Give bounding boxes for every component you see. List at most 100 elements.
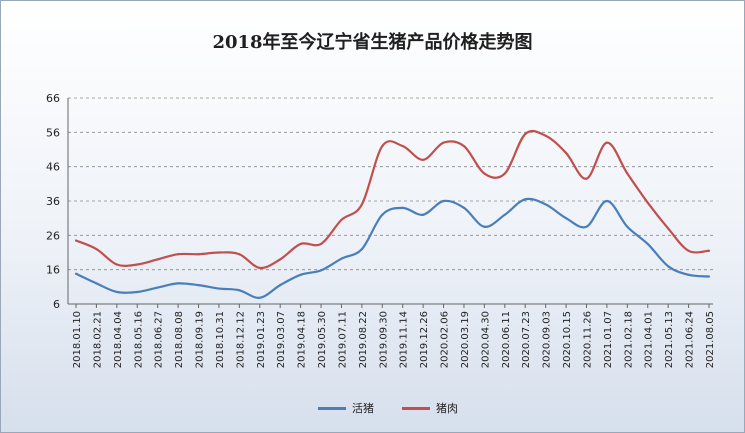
data-point-0 <box>503 213 506 216</box>
data-point-1 <box>646 201 649 204</box>
data-point-1 <box>707 249 711 252</box>
data-point-0 <box>136 290 139 294</box>
x-tick-label: 2018.10.31 <box>215 311 226 368</box>
data-point-0 <box>483 225 486 228</box>
x-tick-label: 2021.05.13 <box>664 311 675 368</box>
data-point-1 <box>667 227 670 230</box>
x-tick-label: 2018.08.08 <box>174 311 185 368</box>
x-tick-label: 2018.01.10 <box>72 311 83 368</box>
y-tick-label: 46 <box>46 161 60 174</box>
x-tick-label: 2021.08.05 <box>705 311 716 368</box>
data-point-0 <box>197 284 200 287</box>
x-tick-label: 2018.06.27 <box>154 311 165 368</box>
data-point-0 <box>279 284 282 287</box>
data-point-1 <box>115 263 118 266</box>
y-tick-label: 66 <box>46 92 60 105</box>
x-tick-label: 2019.07.11 <box>337 311 348 368</box>
data-point-0 <box>319 269 323 272</box>
x-tick-label: 2019.09.30 <box>378 311 389 368</box>
grid <box>68 97 713 271</box>
data-point-1 <box>687 249 690 252</box>
data-point-1 <box>381 144 384 148</box>
data-point-0 <box>687 273 690 276</box>
data-point-1 <box>238 253 241 256</box>
data-point-0 <box>340 257 343 260</box>
data-point-0 <box>299 273 302 276</box>
legend-label-0: 活猪 <box>352 402 374 415</box>
x-tick-label: 2021.04.01 <box>644 311 655 368</box>
y-tick-label: 6 <box>53 298 60 311</box>
x-tick-label: 2020.10.15 <box>562 311 573 368</box>
data-point-0 <box>544 203 547 206</box>
legend-item-0: 活猪 <box>318 400 374 416</box>
data-point-1 <box>360 203 363 206</box>
data-point-1 <box>483 172 486 175</box>
chart-title: 2018年至今辽宁省生猪产品价格走势图 <box>212 32 533 53</box>
data-point-0 <box>442 199 445 203</box>
x-tick-label: 2019.12.26 <box>419 311 430 368</box>
x-tick-label: 2020.11.26 <box>582 311 593 368</box>
x-tick-label: 2019.08.22 <box>358 311 369 368</box>
data-point-0 <box>707 275 711 278</box>
data-point-0 <box>115 290 118 294</box>
x-tick-label: 2019.04.18 <box>297 311 308 368</box>
x-tick-label: 2021.01.07 <box>603 311 614 368</box>
series-lines <box>74 129 711 299</box>
data-point-0 <box>258 296 261 299</box>
data-point-1 <box>503 172 506 175</box>
data-point-0 <box>74 272 78 275</box>
series-line-0 <box>75 197 710 299</box>
x-tick-label: 2020.02.06 <box>440 311 451 368</box>
data-point-1 <box>442 141 445 144</box>
data-point-0 <box>176 282 180 285</box>
y-tick-label: 36 <box>46 195 60 208</box>
data-point-1 <box>462 144 466 148</box>
data-point-1 <box>176 253 180 256</box>
y-tick-label: 56 <box>46 126 60 139</box>
data-point-0 <box>667 265 670 268</box>
data-point-0 <box>422 213 425 216</box>
data-point-0 <box>524 198 527 201</box>
data-point-1 <box>197 253 200 256</box>
data-point-1 <box>340 218 343 221</box>
data-point-0 <box>626 225 629 228</box>
y-axis: 6 16 26 36 46 56 66 <box>46 92 69 311</box>
x-tick-label: 2021.02.18 <box>623 311 634 368</box>
x-tick-label: 2019.05.30 <box>317 311 328 368</box>
data-point-1 <box>74 239 78 242</box>
data-point-1 <box>564 151 568 155</box>
x-tick-label: 2018.02.21 <box>92 311 103 368</box>
data-point-0 <box>646 242 649 246</box>
x-tick-label: 2018.12.12 <box>235 311 246 368</box>
x-tick-label: 2021.06.24 <box>685 311 696 368</box>
x-tick-label: 2020.03.19 <box>460 311 471 368</box>
data-point-1 <box>605 141 609 144</box>
x-tick-label: 2020.09.03 <box>542 311 553 368</box>
x-tick-label: 2019.03.07 <box>276 311 287 368</box>
x-tick-label: 2019.01.23 <box>256 311 267 368</box>
y-tick-label: 26 <box>46 229 60 242</box>
x-tick-label: 2020.06.11 <box>501 311 512 368</box>
data-point-1 <box>136 263 139 266</box>
data-point-1 <box>585 177 588 180</box>
data-point-1 <box>422 158 425 161</box>
legend-swatch-1 <box>402 406 430 410</box>
data-point-1 <box>524 132 527 136</box>
data-point-1 <box>258 266 261 270</box>
data-point-0 <box>95 282 98 285</box>
data-point-0 <box>401 206 404 209</box>
data-point-0 <box>381 213 384 216</box>
data-point-1 <box>544 134 547 137</box>
data-point-0 <box>238 289 241 292</box>
x-tick-label: 2018.04.04 <box>113 311 124 368</box>
data-point-0 <box>564 217 568 220</box>
x-tick-label: 2020.07.23 <box>521 311 532 368</box>
legend-item-1: 猪肉 <box>402 400 458 416</box>
data-point-1 <box>319 242 323 246</box>
data-point-0 <box>156 286 159 289</box>
data-point-1 <box>156 258 159 261</box>
x-tick-label: 2018.09.19 <box>195 311 206 368</box>
x-tick-label: 2020.04.30 <box>480 311 491 368</box>
data-point-0 <box>605 199 609 203</box>
data-point-1 <box>299 242 302 246</box>
